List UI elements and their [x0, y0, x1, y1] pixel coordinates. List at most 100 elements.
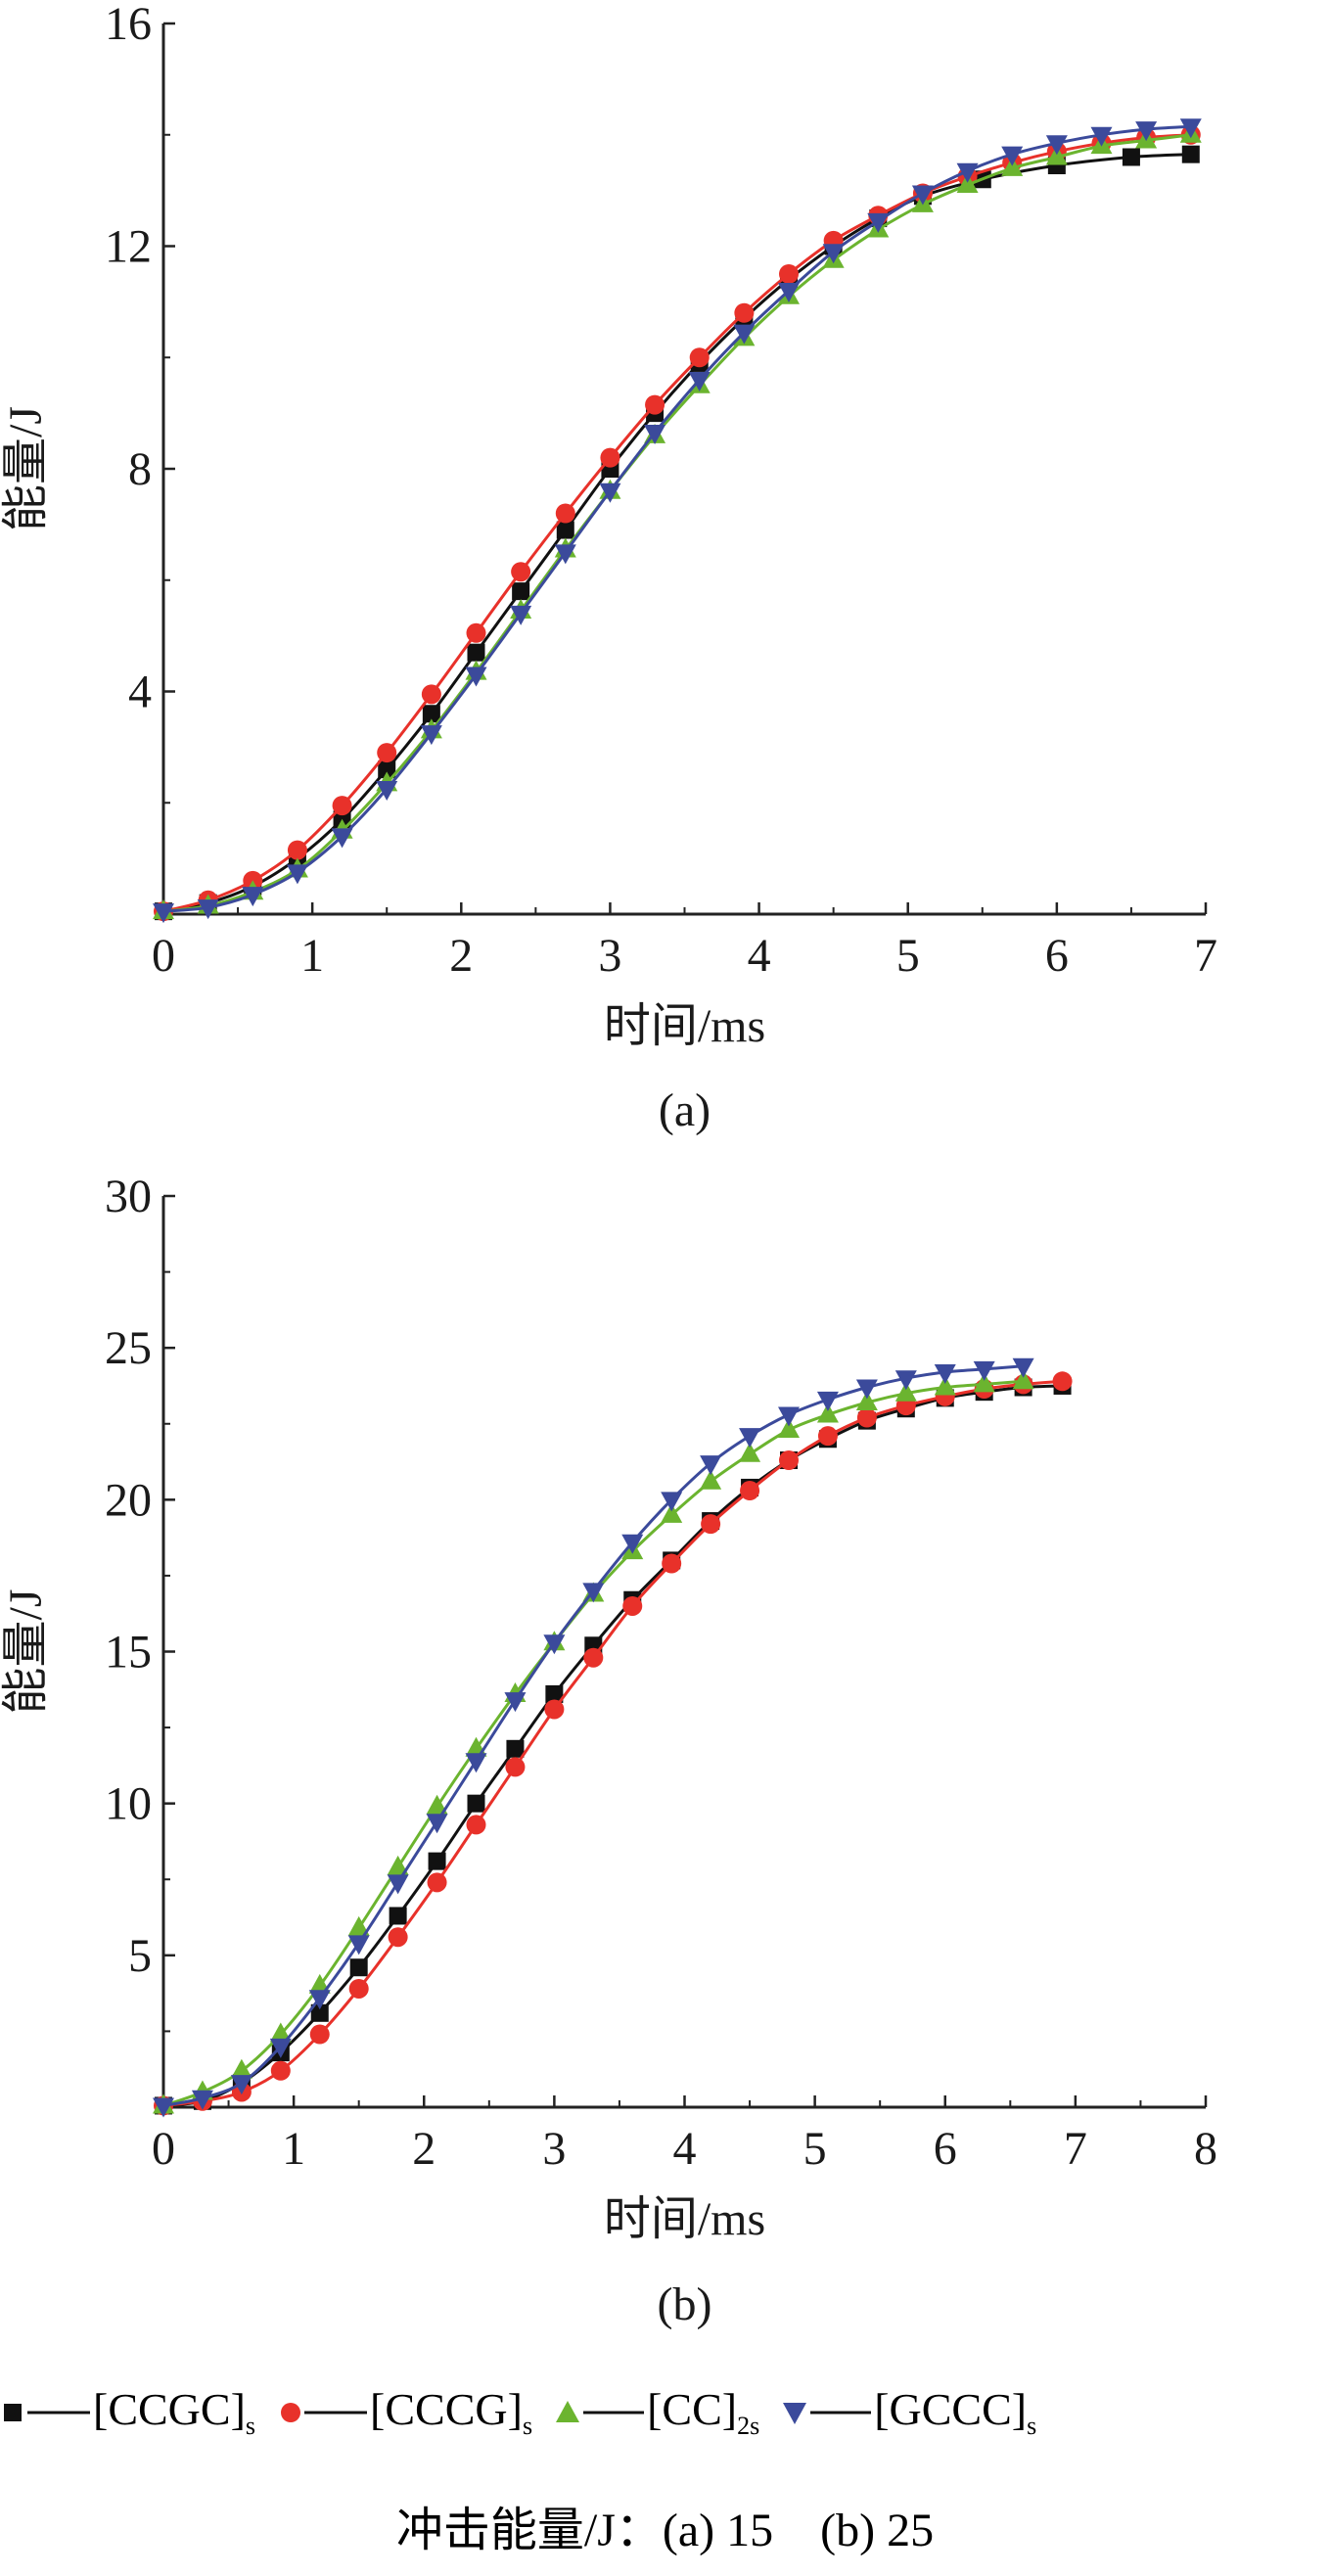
x-axis-title: 时间/ms — [604, 2193, 765, 2245]
data-point — [505, 1757, 526, 1777]
data-point — [739, 1442, 761, 1462]
data-point — [817, 1426, 838, 1447]
data-point — [911, 185, 934, 206]
data-point — [622, 1595, 643, 1616]
data-point — [286, 864, 308, 885]
data-point — [1045, 145, 1068, 165]
data-point — [332, 796, 352, 816]
data-point — [816, 1403, 839, 1423]
data-point — [308, 1990, 331, 2010]
x-tick-label: 5 — [803, 2123, 827, 2175]
data-point — [740, 1481, 760, 1501]
x-tick-label: 1 — [282, 2123, 305, 2175]
series-line — [162, 1364, 1024, 2107]
legend-label: [CCCG]s — [370, 2384, 533, 2441]
data-point — [621, 1534, 644, 1554]
panel-label: (a) — [659, 1084, 711, 1136]
x-tick-label: 6 — [934, 2123, 957, 2175]
panel-label: (b) — [658, 2278, 712, 2330]
data-point — [645, 394, 665, 415]
data-point — [377, 743, 397, 763]
x-tick-label: 2 — [412, 2123, 436, 2175]
data-point — [510, 605, 532, 625]
series-line — [162, 153, 1191, 913]
data-point — [556, 521, 574, 539]
series-line — [162, 133, 1191, 913]
y-tick-label: 10 — [105, 1778, 152, 1830]
caption-prefix: 冲击能量/J： — [395, 2505, 663, 2556]
series-cccg — [154, 124, 1201, 922]
data-point — [269, 2038, 292, 2058]
data-point — [270, 2060, 291, 2081]
data-point — [778, 1417, 800, 1438]
data-point — [700, 1455, 722, 1476]
data-point — [554, 544, 576, 565]
data-point — [466, 622, 486, 643]
data-point — [956, 162, 979, 183]
series-gccc — [153, 118, 1202, 924]
figure-caption: 冲击能量/J：(a) 15 (b) 25 — [0, 2491, 1330, 2559]
data-point — [1181, 145, 1200, 163]
y-tick-label: 12 — [105, 221, 152, 273]
data-point — [661, 1502, 683, 1523]
x-tick-label: 1 — [300, 930, 324, 982]
data-point — [388, 1927, 408, 1948]
y-tick-label: 4 — [128, 667, 152, 718]
x-tick-label: 0 — [152, 930, 175, 982]
x-tick-label: 6 — [1045, 930, 1069, 982]
data-point — [973, 1360, 995, 1381]
data-point — [1045, 135, 1068, 156]
y-tick-label: 16 — [105, 0, 152, 50]
y-tick-label: 25 — [105, 1322, 152, 1374]
data-point — [544, 1699, 565, 1720]
data-point — [599, 483, 621, 503]
data-point — [934, 1363, 956, 1384]
data-point — [555, 503, 575, 524]
x-tick-label: 4 — [673, 2123, 697, 2175]
legend-item-gccc: [GCCC]s — [781, 2383, 1036, 2441]
y-tick-label: 8 — [128, 443, 152, 495]
data-point — [376, 781, 398, 802]
x-tick-label: 7 — [1064, 2123, 1087, 2175]
data-point — [378, 760, 396, 779]
data-point — [662, 1553, 682, 1574]
data-point — [465, 667, 487, 687]
data-point — [1001, 146, 1024, 166]
data-point — [543, 1634, 566, 1655]
y-tick-label: 20 — [105, 1474, 152, 1526]
legend-item-cccg: [CCCG]s — [277, 2383, 532, 2441]
y-axis-title: 能量/J — [0, 1588, 52, 1714]
x-tick-label: 7 — [1194, 930, 1217, 982]
data-point — [701, 1514, 721, 1535]
series-ccgc — [155, 145, 1200, 921]
x-tick-label: 4 — [748, 930, 771, 982]
data-point — [644, 425, 666, 445]
data-point — [269, 2022, 292, 2043]
series-line — [162, 1379, 1063, 2107]
data-point — [230, 2075, 252, 2095]
x-axis-title: 时间/ms — [604, 1000, 765, 1052]
data-point — [779, 263, 799, 284]
data-point — [389, 1907, 407, 1925]
data-point — [512, 582, 530, 601]
legend-label: [GCCC]s — [874, 2384, 1037, 2441]
data-point — [387, 1855, 409, 1875]
series-cc — [153, 1369, 1034, 2114]
data-point — [466, 1815, 486, 1835]
data-point — [504, 1692, 527, 1713]
data-point — [426, 1794, 448, 1815]
caption-b: (b) 25 — [820, 2505, 935, 2556]
data-point — [420, 725, 442, 746]
caption-a: (a) 15 — [662, 2505, 774, 2556]
series-line — [162, 133, 1191, 913]
data-point — [973, 1372, 995, 1393]
data-point — [287, 840, 307, 860]
legend-label: [CC]2s — [647, 2384, 760, 2441]
data-point — [1122, 148, 1140, 166]
data-point — [778, 283, 800, 302]
data-point — [733, 324, 756, 345]
data-point — [349, 1958, 368, 1977]
data-point — [1001, 156, 1024, 176]
